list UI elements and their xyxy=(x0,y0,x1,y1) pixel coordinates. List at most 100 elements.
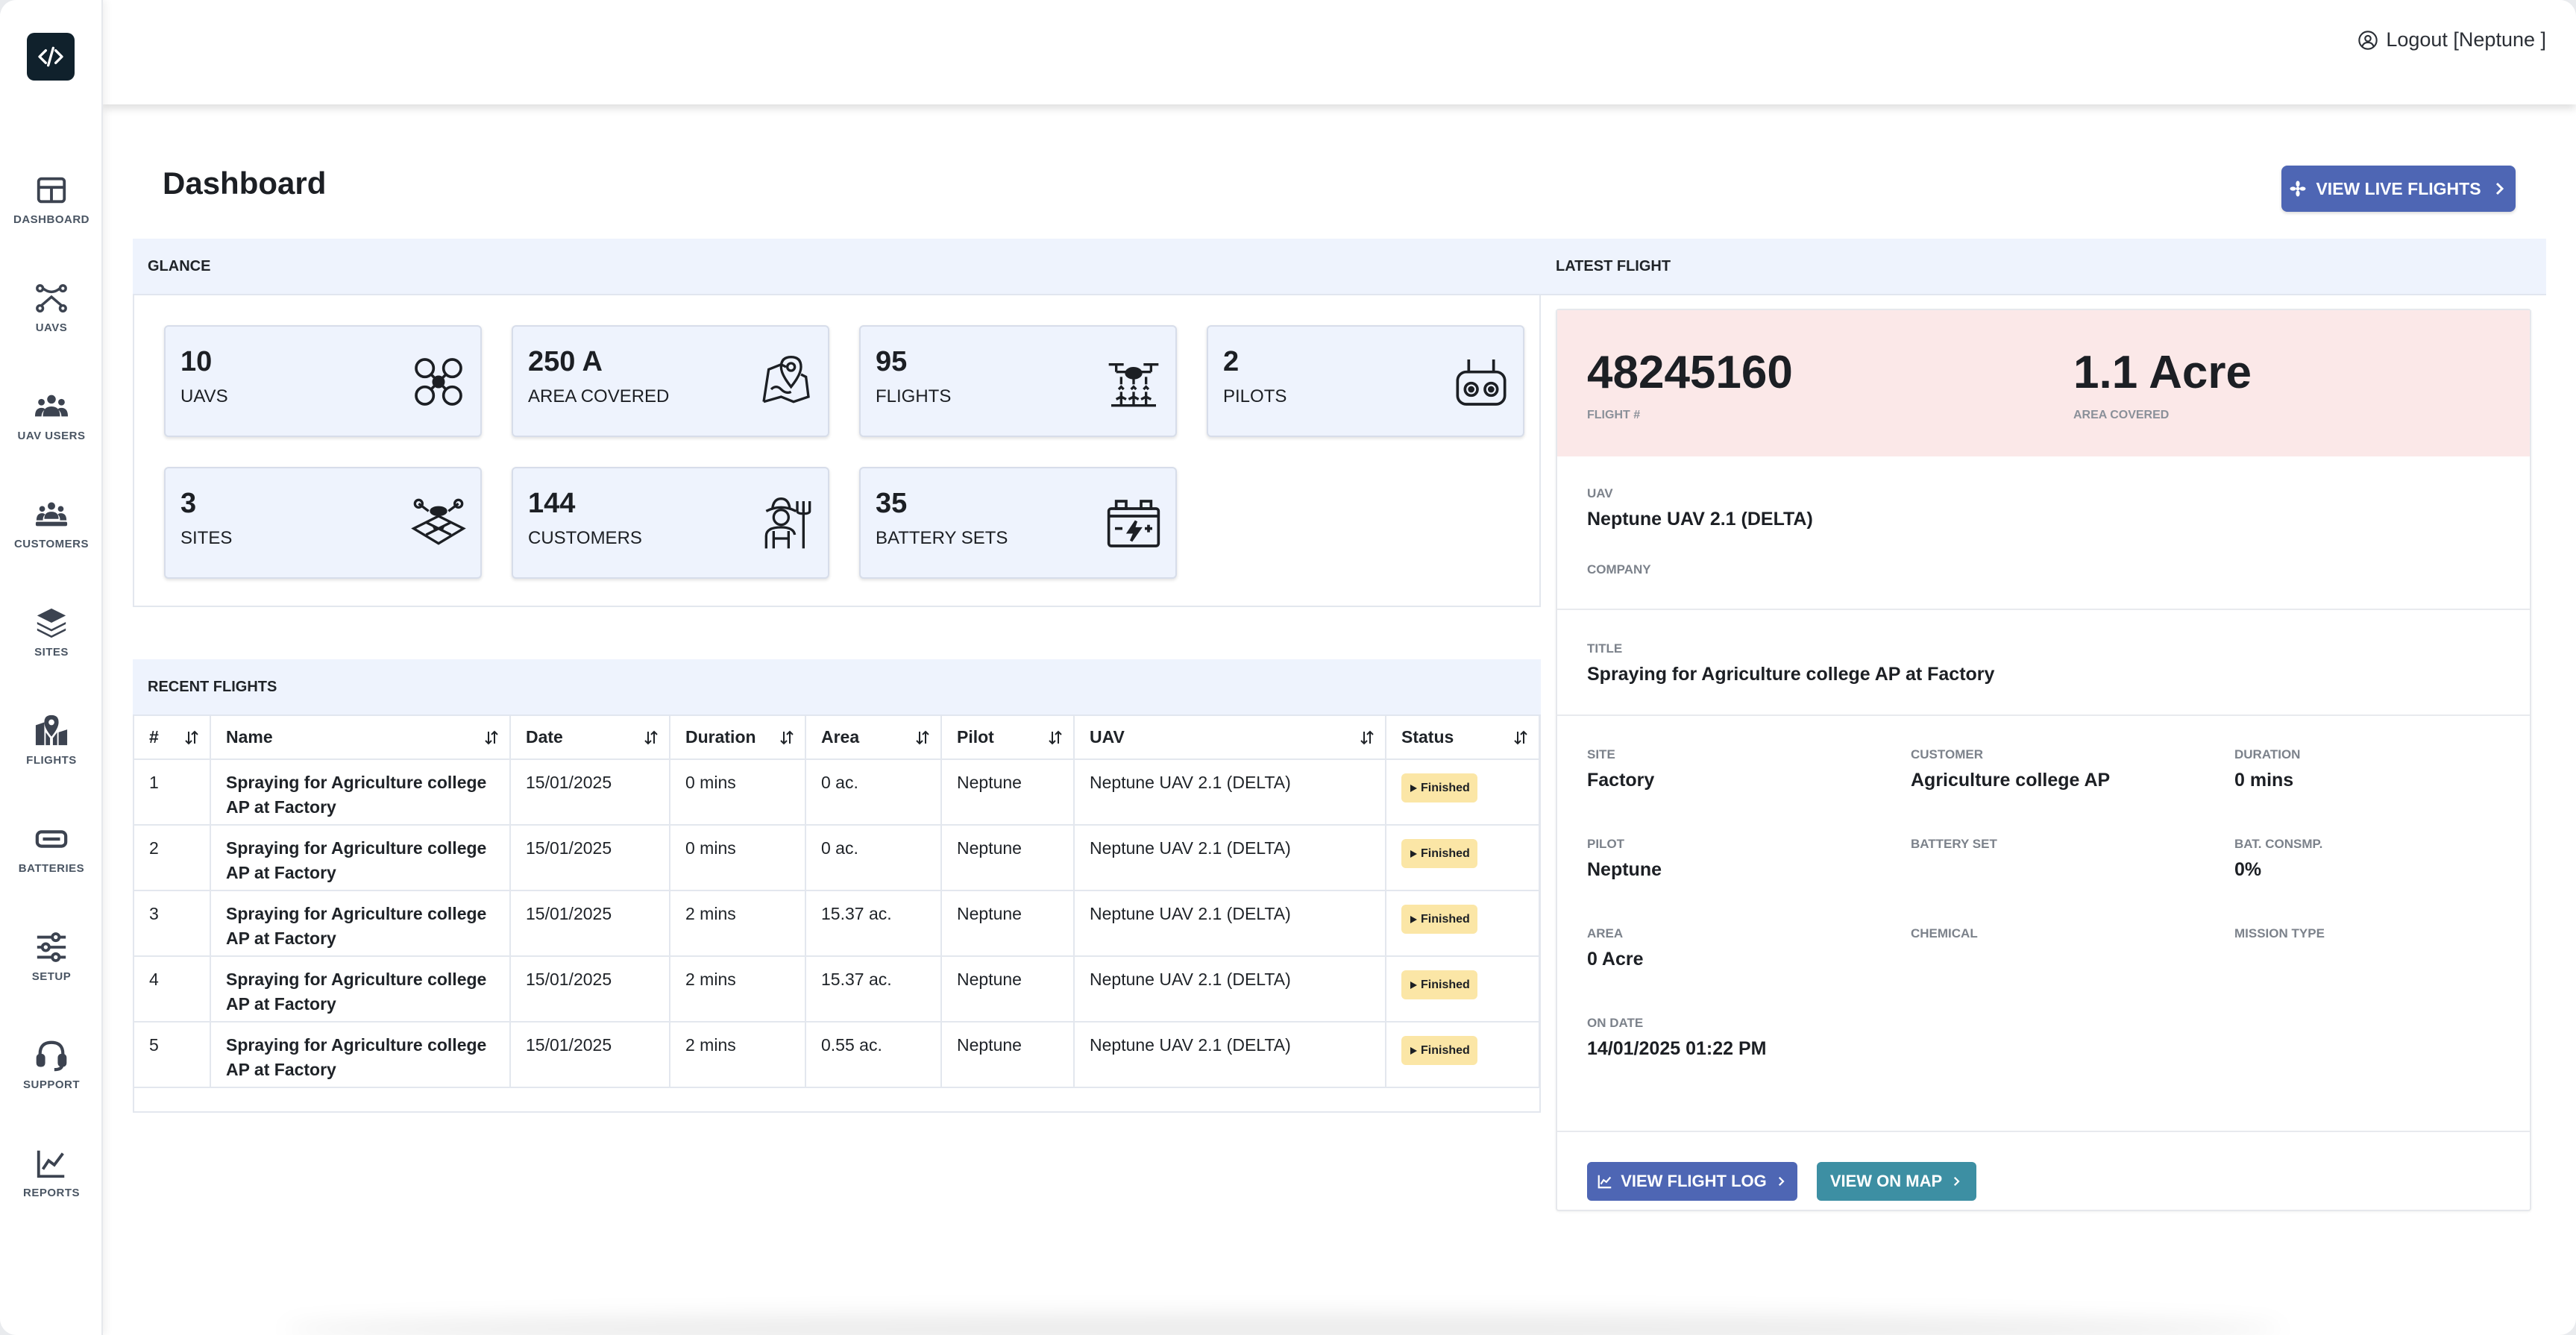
view-flight-log-label: VIEW FLIGHT LOG xyxy=(1621,1172,1767,1190)
column-header-label: Pilot xyxy=(957,727,994,747)
sidebar-item-label: UAV USERS xyxy=(17,430,86,442)
sidebar-item-uavs[interactable]: UAVS xyxy=(0,281,103,371)
column-header-uav[interactable]: UAV xyxy=(1074,716,1386,760)
customer-value: Agriculture college AP xyxy=(1911,770,2111,791)
recent-flights-heading: RECENT FLIGHTS xyxy=(148,678,277,695)
dashboard-icon xyxy=(37,177,66,204)
column-header-name[interactable]: Name xyxy=(210,716,511,760)
column-header-label: Status xyxy=(1401,727,1454,747)
top-header: Logout [Neptune ] xyxy=(103,0,2576,104)
duration-label: DURATION xyxy=(2234,747,2301,761)
column-header-pilot[interactable]: Pilot xyxy=(941,716,1075,760)
cell-pilot: Neptune xyxy=(941,890,1075,957)
cell-uav: Neptune UAV 2.1 (DELTA) xyxy=(1074,759,1386,826)
cell-status: Finished xyxy=(1386,1022,1540,1088)
code-icon xyxy=(38,46,63,67)
column-header-label: UAV xyxy=(1090,727,1125,747)
column-header-number[interactable]: # xyxy=(134,716,211,760)
sort-icon xyxy=(780,730,794,745)
battery-nav-icon xyxy=(35,830,68,848)
cell-number: 4 xyxy=(134,956,211,1023)
cell-area: 0 ac. xyxy=(805,825,942,891)
table-row[interactable]: 5 Spraying for Agriculture college AP at… xyxy=(134,1022,1540,1088)
sidebar-item-setup[interactable]: SETUP xyxy=(0,930,103,1020)
logout-button[interactable]: Logout [Neptune ] xyxy=(2357,28,2546,51)
stat-label: SITES xyxy=(180,528,233,548)
cell-duration: 0 mins xyxy=(670,825,806,891)
sidebar-item-flights[interactable]: FLIGHTS xyxy=(0,714,103,803)
stat-card-area-covered[interactable]: 250 A AREA COVERED xyxy=(512,325,829,437)
cell-name: Spraying for Agriculture college AP at F… xyxy=(210,825,511,891)
sort-icon xyxy=(485,730,498,745)
cell-pilot: Neptune xyxy=(941,759,1075,826)
stat-card-battery-sets[interactable]: 35 BATTERY SETS xyxy=(859,467,1177,579)
column-header-area[interactable]: Area xyxy=(805,716,942,760)
table-row[interactable]: 3 Spraying for Agriculture college AP at… xyxy=(134,890,1540,957)
cell-pilot: Neptune xyxy=(941,1022,1075,1088)
sort-icon xyxy=(1049,730,1062,745)
column-header-duration[interactable]: Duration xyxy=(670,716,806,760)
cell-date: 15/01/2025 xyxy=(510,956,670,1023)
flight-number-label: FLIGHT # xyxy=(1587,409,1641,421)
drone-path-icon xyxy=(36,284,67,312)
column-header-status[interactable]: Status xyxy=(1386,716,1540,760)
play-icon xyxy=(1410,784,1417,792)
stat-label: AREA COVERED xyxy=(528,386,670,406)
column-header-date[interactable]: Date xyxy=(510,716,670,760)
title-value: Spraying for Agriculture college AP at F… xyxy=(1587,664,1995,685)
sidebar-item-uav-users[interactable]: UAV USERS xyxy=(0,389,103,479)
sidebar-item-label: SETUP xyxy=(31,970,72,983)
glance-header: GLANCE xyxy=(133,239,1541,295)
sidebar-item-customers[interactable]: CUSTOMERS xyxy=(0,497,103,587)
remote-controller-icon xyxy=(1456,359,1507,406)
glance-heading: GLANCE xyxy=(148,257,211,274)
latest-flight-heading: LATEST FLIGHT xyxy=(1556,257,1671,274)
sort-icon xyxy=(1360,730,1374,745)
cell-pilot: Neptune xyxy=(941,825,1075,891)
sidebar-item-label: SITES xyxy=(34,646,69,659)
stat-card-pilots[interactable]: 2 PILOTS xyxy=(1207,325,1524,437)
stat-card-flights[interactable]: 95 FLIGHTS xyxy=(859,325,1177,437)
sidebar-item-reports[interactable]: REPORTS xyxy=(0,1146,103,1236)
map-location-icon xyxy=(35,714,68,746)
chevron-right-icon xyxy=(2495,182,2504,195)
view-flight-log-button[interactable]: VIEW FLIGHT LOG xyxy=(1587,1162,1797,1201)
view-live-flights-button[interactable]: VIEW LIVE FLIGHTS xyxy=(2281,166,2516,212)
sidebar-item-support[interactable]: SUPPORT xyxy=(0,1038,103,1128)
stat-card-sites[interactable]: 3 SITES xyxy=(164,467,482,579)
stat-card-uavs[interactable]: 10 UAVS xyxy=(164,325,482,437)
spray-drone-icon xyxy=(1108,363,1159,407)
view-on-map-button[interactable]: VIEW ON MAP xyxy=(1817,1162,1976,1201)
status-badge-label: Finished xyxy=(1421,913,1470,926)
user-circle-icon xyxy=(2358,30,2378,50)
cell-date: 15/01/2025 xyxy=(510,759,670,826)
area-covered-value: 1.1 Acre xyxy=(2073,347,2252,398)
company-label: COMPANY xyxy=(1587,562,1651,577)
table-row[interactable]: 1 Spraying for Agriculture college AP at… xyxy=(134,759,1540,826)
area-covered-label: AREA COVERED xyxy=(2073,409,2170,421)
column-header-label: Name xyxy=(226,727,273,747)
farmer-icon xyxy=(764,497,811,549)
pilot-label: PILOT xyxy=(1587,837,1625,851)
sidebar-item-sites[interactable]: SITES xyxy=(0,606,103,695)
cell-duration: 0 mins xyxy=(670,759,806,826)
cell-duration: 2 mins xyxy=(670,956,806,1023)
page-title: Dashboard xyxy=(163,166,327,201)
area-label: AREA xyxy=(1587,926,1624,940)
section-divider xyxy=(1557,714,2530,716)
sidebar-item-batteries[interactable]: BATTERIES xyxy=(0,822,103,911)
cell-name: Spraying for Agriculture college AP at F… xyxy=(210,890,511,957)
table-header-row: # Name Date Duration Area Pilot UAV Stat… xyxy=(134,716,1540,760)
cell-area: 15.37 ac. xyxy=(805,890,942,957)
latest-flight-card: 48245160 FLIGHT # 1.1 Acre AREA COVERED … xyxy=(1556,309,2531,1211)
stat-card-customers[interactable]: 144 CUSTOMERS xyxy=(512,467,829,579)
table-row[interactable]: 4 Spraying for Agriculture college AP at… xyxy=(134,956,1540,1023)
chevron-right-icon xyxy=(1954,1176,1960,1187)
bottom-shadow xyxy=(283,1314,2282,1335)
app-logo[interactable] xyxy=(27,33,75,81)
sidebar-item-dashboard[interactable]: DASHBOARD xyxy=(0,173,103,263)
duration-value: 0 mins xyxy=(2234,770,2294,791)
sidebar-item-label: FLIGHTS xyxy=(26,754,77,767)
table-row[interactable]: 2 Spraying for Agriculture college AP at… xyxy=(134,825,1540,891)
column-header-label: Duration xyxy=(685,727,756,747)
